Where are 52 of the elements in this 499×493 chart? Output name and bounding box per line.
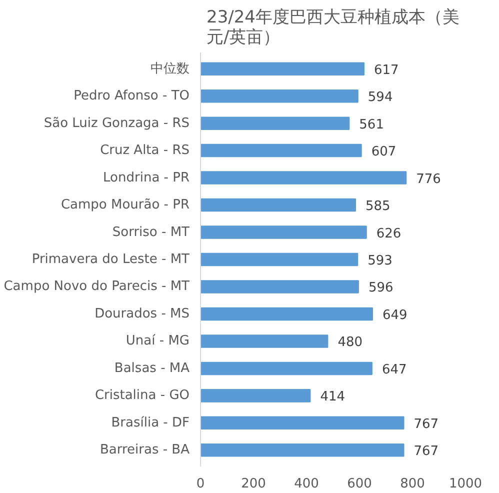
bar <box>200 444 404 457</box>
y-tick-label: Pedro Afonso - TO <box>74 88 190 104</box>
y-tick-label: Cristalina - GO <box>94 388 190 404</box>
y-tick-label: Londrina - PR <box>103 170 190 186</box>
y-tick-label: Campo Mourão - PR <box>60 198 190 213</box>
x-tick-label: 1000 <box>448 476 482 492</box>
y-tick-label: Dourados - MS <box>94 306 190 322</box>
y-tick-label: Cruz Alta - RS <box>100 143 190 158</box>
y-tick-label: Brasília - DF <box>111 415 190 430</box>
bar <box>200 334 328 348</box>
y-tick-label: Primavera do Leste - MT <box>32 252 190 267</box>
bar <box>200 89 358 103</box>
data-label: 607 <box>371 144 396 160</box>
bar <box>200 226 367 239</box>
data-label: 594 <box>368 90 393 106</box>
x-tick-label: 200 <box>241 476 266 492</box>
y-tick-label: Barreiras - BA <box>100 442 190 458</box>
y-tick-label: Campo Novo do Parecis - MT <box>4 279 190 294</box>
bar <box>200 389 311 402</box>
bar <box>200 307 373 321</box>
data-label: 767 <box>414 444 439 460</box>
y-tick-label: Balsas - MA <box>114 360 190 376</box>
bar <box>200 362 372 376</box>
y-tick-label: Sorriso - MT <box>112 224 190 240</box>
bar <box>200 416 404 430</box>
data-label: 649 <box>382 308 408 323</box>
data-label: 561 <box>359 117 384 132</box>
data-label: 585 <box>366 199 390 214</box>
y-tick-label: Unaí - MG <box>126 334 190 349</box>
bar <box>200 252 358 266</box>
x-tick-label: 0 <box>196 476 205 492</box>
data-label: 414 <box>320 390 346 405</box>
bar <box>200 280 359 294</box>
y-tick-label: 中位数 <box>150 61 190 76</box>
bar <box>200 144 362 158</box>
data-label: 593 <box>368 254 392 268</box>
bar <box>200 62 365 76</box>
bar <box>200 171 407 184</box>
chart-title: 23/24年度巴西大豆种植成本（美元/英亩） <box>206 8 460 48</box>
data-label: 617 <box>374 62 399 78</box>
data-label: 767 <box>414 416 439 432</box>
data-label: 596 <box>368 280 394 296</box>
data-label: 647 <box>382 362 407 378</box>
x-tick-label: 800 <box>400 476 425 492</box>
data-label: 480 <box>338 335 363 350</box>
bar <box>200 198 356 212</box>
data-label: 776 <box>416 172 441 187</box>
y-tick-label: São Luiz Gonzaga - RS <box>44 116 190 131</box>
x-tick-label: 600 <box>347 476 372 492</box>
bar <box>200 116 350 130</box>
x-tick-label: 400 <box>294 476 319 492</box>
data-label: 626 <box>376 226 402 242</box>
